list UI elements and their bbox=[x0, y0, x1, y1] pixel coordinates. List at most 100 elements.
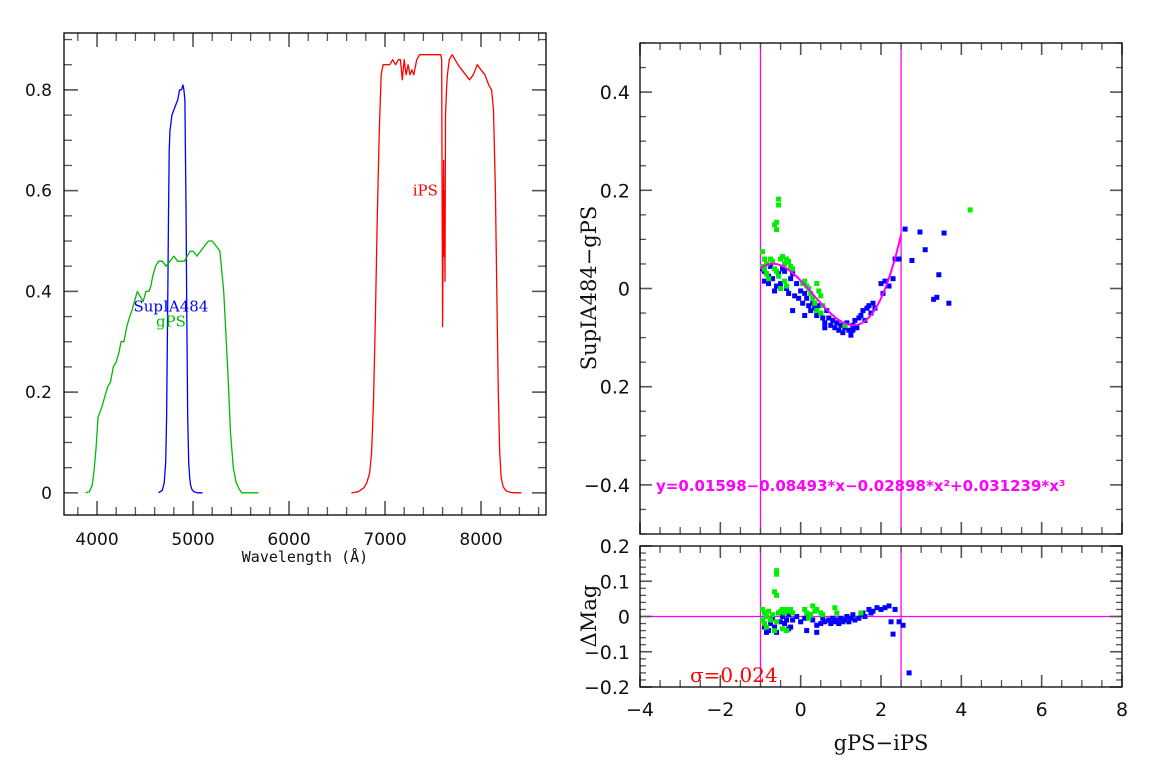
blue-residual-point bbox=[784, 617, 790, 623]
green-residual-point bbox=[772, 628, 778, 634]
green-residual-point bbox=[762, 610, 768, 616]
polynomial-fit-curve bbox=[759, 233, 903, 327]
blue-data-point bbox=[770, 276, 776, 282]
blue-data-point bbox=[832, 325, 838, 331]
blue-residual-point bbox=[814, 629, 820, 635]
y-tick-label: 0.6 bbox=[25, 182, 52, 202]
filter-curves-frame bbox=[63, 32, 547, 516]
x-tick-label: 0 bbox=[795, 699, 807, 721]
blue-data-point bbox=[814, 313, 820, 319]
residuals-panel: −4 −2 0 2 4 6 8 −0.2 −0.1 0 0.1 0.2 σ=0.024 ΔMag gP… bbox=[577, 536, 1128, 755]
green-residual-point bbox=[780, 606, 786, 612]
blue-data-point bbox=[798, 288, 804, 294]
blue-data-point bbox=[790, 308, 796, 314]
x-tick-label: 6000 bbox=[267, 530, 310, 550]
green-data-point bbox=[786, 258, 792, 264]
green-data-point bbox=[810, 295, 816, 301]
green-residual-point bbox=[834, 610, 840, 616]
blue-residual-point bbox=[856, 615, 862, 621]
green-residual-point bbox=[782, 610, 788, 616]
green-residual-point bbox=[770, 612, 776, 618]
blue-data-point bbox=[778, 281, 784, 287]
blue-data-point bbox=[870, 300, 876, 306]
blue-data-point bbox=[917, 229, 923, 235]
blue-residual-point bbox=[790, 617, 796, 623]
blue-data-point bbox=[768, 263, 774, 269]
green-residual-point bbox=[766, 608, 772, 614]
ips-label: iPS bbox=[413, 182, 438, 200]
green-residual-point bbox=[764, 624, 770, 630]
blue-residual-point bbox=[906, 670, 912, 676]
y-axis-label-delta-mag: ΔMag bbox=[577, 585, 601, 648]
residuals-frame bbox=[639, 545, 1123, 688]
blue-residual-point bbox=[766, 628, 772, 634]
blue-data-point bbox=[828, 322, 834, 328]
blue-data-point bbox=[902, 226, 908, 232]
filter-curves bbox=[85, 54, 522, 494]
blue-residual-point bbox=[850, 612, 856, 618]
blue-data-point bbox=[850, 327, 856, 333]
color-term-ticks: −0.4 0 0.2 0.4 0.2 bbox=[584, 42, 1123, 535]
blue-residual-point bbox=[782, 621, 788, 627]
green-residual-point bbox=[762, 621, 768, 627]
blue-residual-point bbox=[822, 619, 828, 625]
blue-data-point bbox=[909, 258, 915, 264]
blue-data-point bbox=[840, 330, 846, 336]
y-tick-label: −0.1 bbox=[584, 642, 630, 664]
blue-data-point bbox=[852, 317, 858, 323]
blue-residual-point bbox=[862, 614, 868, 619]
color-term-frame bbox=[639, 42, 1123, 535]
y-tick-label: 0 bbox=[618, 279, 630, 301]
y-tick-label: 0 bbox=[618, 607, 630, 629]
green-data-point bbox=[762, 266, 768, 272]
blue-residual-point bbox=[878, 606, 884, 612]
blue-data-point bbox=[941, 230, 947, 236]
y-tick-label: 0 bbox=[41, 484, 52, 504]
green-data-point bbox=[774, 268, 780, 274]
blue-residual-point bbox=[844, 614, 850, 619]
curve-gps bbox=[85, 240, 259, 494]
green-residual-point bbox=[768, 617, 774, 623]
blue-data-point bbox=[882, 278, 888, 284]
blue-data-point bbox=[878, 281, 884, 287]
green-data-point bbox=[772, 222, 778, 228]
x-tick-label: 5000 bbox=[171, 530, 214, 550]
blue-data-point bbox=[848, 332, 854, 338]
green-residual-point bbox=[858, 610, 864, 616]
x-tick-label: −4 bbox=[626, 699, 654, 721]
x-tick-label: 7000 bbox=[363, 530, 406, 550]
green-residual-point bbox=[772, 589, 778, 595]
blue-residual-point bbox=[810, 617, 816, 623]
y-tick-label: 0.2 bbox=[600, 536, 630, 558]
blue-residual-point bbox=[896, 619, 902, 625]
blue-data-point bbox=[794, 281, 800, 287]
blue-residual-point bbox=[772, 624, 778, 630]
blue-data-point bbox=[800, 300, 806, 306]
blue-data-point bbox=[766, 281, 772, 287]
green-residual-point bbox=[774, 592, 780, 598]
blue-residual-point bbox=[866, 606, 872, 612]
green-residual-point bbox=[760, 606, 766, 612]
blue-data-point bbox=[838, 322, 844, 328]
green-data-point bbox=[762, 256, 768, 262]
blue-residual-point bbox=[820, 615, 826, 621]
green-data-point bbox=[818, 310, 824, 316]
blue-data-point bbox=[806, 303, 812, 309]
blue-data-point bbox=[808, 308, 814, 314]
blue-residual-point bbox=[890, 631, 896, 637]
green-data-point bbox=[816, 288, 822, 294]
blue-data-point bbox=[762, 278, 768, 284]
green-data-point bbox=[774, 227, 780, 233]
color-term-points bbox=[760, 196, 973, 338]
x-tick-label: 2 bbox=[875, 699, 887, 721]
green-data-point bbox=[776, 273, 782, 279]
x-axis-label-wavelength: Wavelength (Å) bbox=[242, 547, 368, 566]
green-residual-point bbox=[802, 606, 808, 612]
green-residual-point bbox=[774, 568, 780, 574]
blue-data-point bbox=[896, 256, 902, 262]
green-residual-point bbox=[774, 571, 780, 577]
green-data-point bbox=[842, 322, 848, 328]
blue-data-point bbox=[846, 327, 852, 333]
y-tick-label: 0.8 bbox=[25, 81, 52, 101]
blue-data-point bbox=[774, 283, 780, 289]
